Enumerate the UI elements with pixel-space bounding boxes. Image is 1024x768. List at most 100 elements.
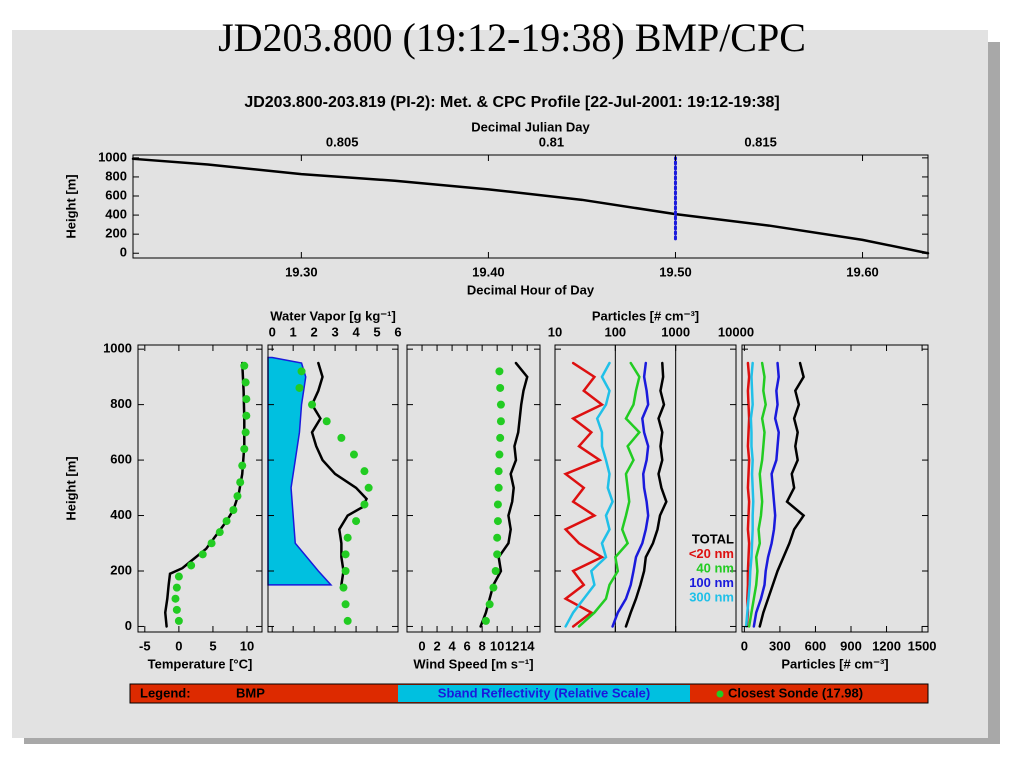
x-axis-label: Particles [# cm⁻³]	[781, 656, 888, 671]
legend-item: BMP	[236, 685, 265, 700]
sonde-point	[233, 492, 242, 501]
x-tick-label: 6	[394, 324, 401, 339]
x-tick-label: 5	[209, 638, 216, 653]
x2-tick-label: 0.81	[539, 134, 564, 149]
x-tick-label: 14	[520, 638, 535, 653]
sonde-point	[297, 367, 306, 376]
y-tick-label: 1000	[103, 341, 132, 356]
y-tick-label: 600	[110, 452, 132, 467]
x-tick-label: 0	[175, 638, 182, 653]
y-tick-label: 400	[110, 507, 132, 522]
sonde-point	[485, 600, 494, 609]
sonde-point	[241, 428, 250, 437]
profile-line	[577, 361, 642, 628]
x2-axis-label: Decimal Julian Day	[471, 119, 590, 134]
x-tick-label: 1000	[661, 324, 690, 339]
x-tick-label: 2	[433, 638, 440, 653]
x2-tick-label: 0.815	[744, 134, 777, 149]
profile-line	[747, 361, 767, 628]
sonde-point	[236, 478, 245, 487]
sonde-point	[343, 533, 352, 542]
sonde-point	[187, 561, 196, 570]
x-tick-label: 0	[269, 324, 276, 339]
x-tick-label: 300	[769, 638, 791, 653]
y-tick-label: 600	[105, 187, 127, 202]
x-tick-label: 4	[448, 638, 456, 653]
sonde-point	[493, 517, 502, 526]
x-tick-label: 12	[505, 638, 519, 653]
x-axis-label: Water Vapor [g kg⁻¹]	[270, 308, 396, 323]
sonde-point	[238, 461, 247, 470]
y-tick-label: 800	[105, 168, 127, 183]
y-tick-label: 0	[125, 618, 132, 633]
sonde-point	[493, 550, 502, 559]
plot-frame	[554, 344, 737, 633]
profile-line	[745, 361, 751, 628]
sonde-point	[494, 467, 503, 476]
sonde-point	[341, 566, 350, 575]
legend-item: Closest Sonde (17.98)	[728, 685, 863, 700]
legend-entry: 100 nm	[689, 575, 734, 590]
x-tick-label: 2	[311, 324, 318, 339]
sonde-point	[242, 395, 251, 404]
sonde-point	[343, 616, 352, 625]
x-tick-label: 19.60	[846, 264, 879, 279]
y-tick-label: 800	[110, 396, 132, 411]
sonde-point	[207, 539, 216, 548]
sonde-point	[352, 517, 361, 526]
plot-title: JD203.800-203.819 (PI-2): Met. & CPC Pro…	[244, 94, 779, 111]
profile-line	[479, 361, 529, 628]
profile-line	[564, 361, 614, 628]
sonde-point	[341, 600, 350, 609]
sonde-point	[198, 550, 207, 559]
sonde-point	[496, 383, 505, 392]
x-tick-label: 6	[463, 638, 470, 653]
y-tick-label: 400	[105, 207, 127, 222]
sonde-point	[308, 400, 317, 409]
x-tick-label: 900	[840, 638, 862, 653]
legend-swatch	[398, 685, 690, 702]
x-tick-label: 1	[290, 324, 297, 339]
profile-line	[563, 361, 605, 628]
sonde-point	[360, 467, 369, 476]
sonde-point	[240, 361, 249, 370]
x-tick-label: 10	[490, 638, 504, 653]
x-axis-label: Temperature [°C]	[148, 656, 253, 671]
sonde-point	[339, 583, 348, 592]
x-tick-label: 1500	[908, 638, 937, 653]
plot-frame	[741, 344, 929, 633]
sonde-point	[493, 500, 502, 509]
x-axis-label: Decimal Hour of Day	[467, 282, 595, 297]
sonde-point	[495, 367, 504, 376]
x-tick-label: 600	[805, 638, 827, 653]
sonde-point	[491, 566, 500, 575]
x-tick-label: 10	[548, 324, 562, 339]
sonde-point	[241, 378, 250, 387]
sonde-point	[242, 411, 251, 420]
x-tick-label: -5	[139, 638, 151, 653]
sonde-point	[489, 583, 498, 592]
legend-label: Legend:	[140, 685, 191, 700]
sonde-point	[229, 505, 238, 514]
sonde-point	[215, 528, 224, 537]
x-tick-label: 4	[352, 324, 360, 339]
slide-title: JD203.800 (19:12-19:38) BMP/CPC	[218, 15, 806, 60]
x-tick-label: 10	[240, 638, 254, 653]
plot-frame	[132, 154, 929, 259]
sonde-point	[174, 572, 183, 581]
sonde-point	[174, 616, 183, 625]
sonde-point	[494, 483, 503, 492]
sonde-point	[349, 450, 358, 459]
x-tick-label: 10000	[718, 324, 754, 339]
sonde-point	[360, 500, 369, 509]
sonde-point	[322, 417, 331, 426]
x-tick-label: 8	[479, 638, 486, 653]
y-tick-label: 1000	[98, 149, 127, 164]
x-axis-label: Wind Speed [m s⁻¹]	[413, 656, 533, 671]
sonde-point	[341, 550, 350, 559]
sonde-point	[495, 450, 504, 459]
sonde-point	[496, 400, 505, 409]
reflectivity-area	[267, 356, 333, 586]
